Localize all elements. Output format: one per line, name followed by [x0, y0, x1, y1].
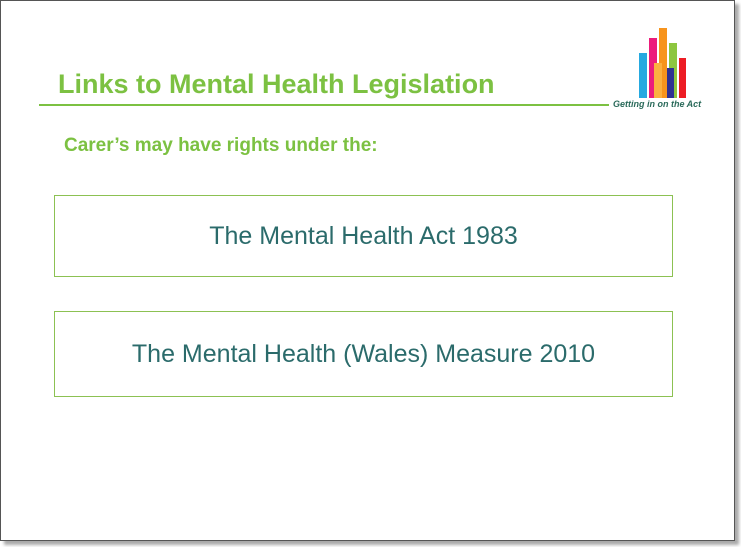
- item-box: The Mental Health Act 1983: [54, 195, 673, 277]
- logo-caption: Getting in on the Act: [613, 99, 702, 109]
- logo: [639, 28, 686, 98]
- item-box: The Mental Health (Wales) Measure 2010: [54, 311, 673, 397]
- item-text: The Mental Health Act 1983: [209, 221, 518, 250]
- slide-title: Links to Mental Health Legislation: [58, 69, 495, 99]
- item-text: The Mental Health (Wales) Measure 2010: [131, 339, 596, 368]
- intro-text: Carer’s may have rights under the:: [64, 135, 378, 156]
- title-rule: [39, 104, 609, 106]
